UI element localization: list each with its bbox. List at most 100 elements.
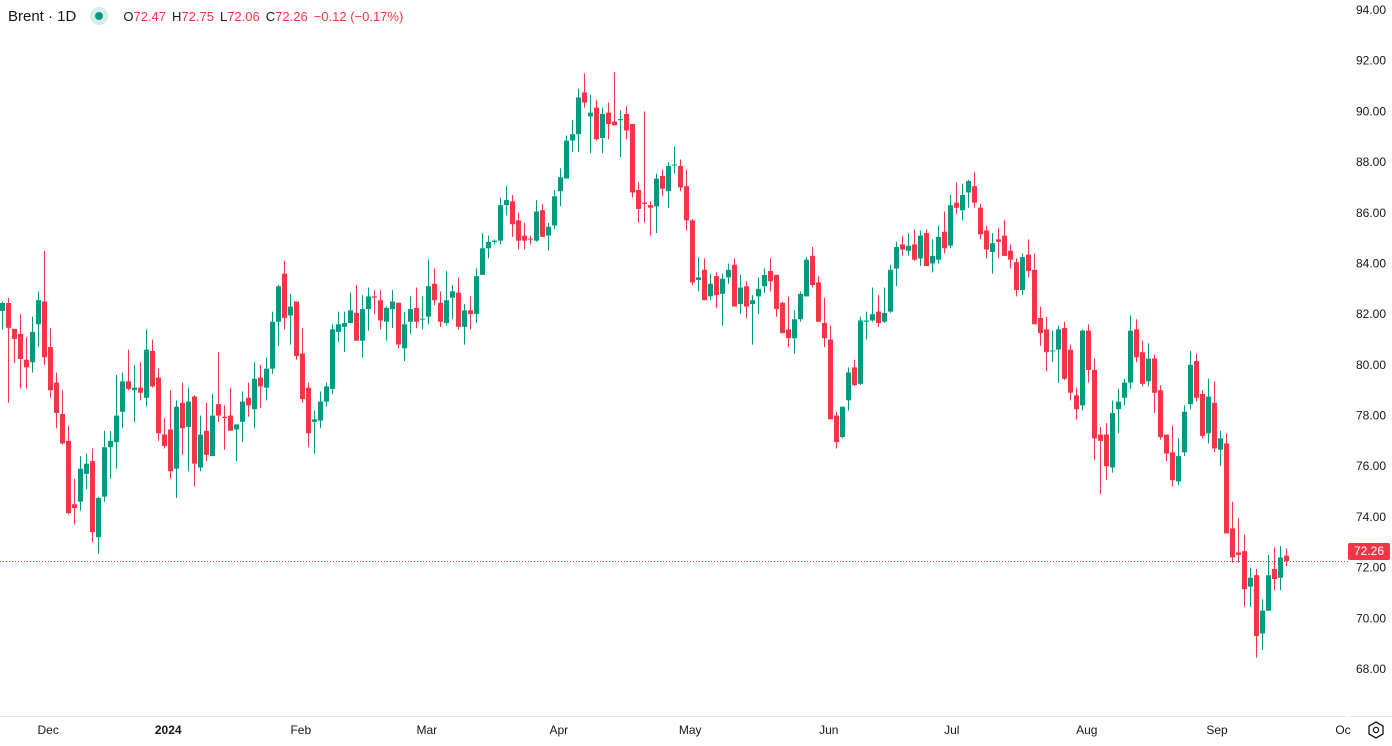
candle-body (990, 243, 995, 253)
candle-body (1176, 456, 1181, 482)
candle (1008, 244, 1013, 269)
candle-body (1224, 443, 1229, 534)
candle (1236, 518, 1241, 563)
candle (456, 277, 461, 330)
candle (714, 272, 719, 308)
candle-body (1152, 358, 1157, 393)
candle-body (276, 286, 281, 322)
candle-body (696, 277, 701, 280)
candle-body (1020, 257, 1025, 291)
price-tick-label: 70.00 (1356, 611, 1386, 625)
candle (90, 448, 95, 543)
candle (1044, 316, 1049, 372)
price-tick-label: 92.00 (1356, 54, 1386, 68)
candle (66, 425, 71, 515)
candle-body (360, 309, 365, 341)
candle (816, 276, 821, 322)
candle (618, 110, 623, 158)
candle (1182, 405, 1187, 457)
candle-body (1134, 329, 1139, 358)
candle-body (930, 255, 935, 264)
candle (1086, 324, 1091, 383)
candle (1146, 343, 1151, 387)
candle-body (240, 401, 245, 422)
candle (828, 325, 833, 420)
candle (168, 390, 173, 479)
time-axis[interactable]: Dec 2024 Feb Mar Apr May Jun Jul Aug Sep Oc (38, 723, 1351, 737)
candle (960, 183, 965, 221)
candle-body (906, 245, 911, 251)
candle (198, 415, 203, 472)
candle-body (108, 440, 113, 448)
candle (882, 287, 887, 324)
candle (936, 225, 941, 264)
candle (1116, 388, 1121, 434)
price-tick-label: 80.00 (1356, 358, 1386, 372)
candle-body (486, 241, 491, 249)
candle (408, 296, 413, 335)
change-value: −0.12 (−0.17%) (313, 8, 404, 24)
candle (36, 291, 41, 348)
candle (378, 290, 383, 330)
open-value: 72.47 (133, 8, 167, 24)
candle-body (522, 235, 527, 241)
candle-body (528, 238, 533, 240)
gear-icon[interactable] (1366, 720, 1386, 740)
candle-body (870, 314, 875, 321)
candle (630, 124, 635, 198)
candle-body (1044, 329, 1049, 353)
candle (78, 456, 83, 511)
candle-body (54, 382, 59, 414)
candle (180, 382, 185, 455)
candle-body (144, 349, 149, 398)
candle-body (948, 205, 953, 246)
candle (1050, 330, 1055, 363)
price-axis[interactable]: 68.00 70.00 72.00 74.00 76.00 78.00 80.00 82.00… (1356, 3, 1386, 676)
candle-body (1026, 254, 1031, 272)
candle (366, 287, 371, 331)
symbol-title[interactable]: Brent · 1D (8, 7, 77, 25)
time-tick-label: Aug (1076, 723, 1097, 737)
close-value: 72.26 (275, 8, 308, 24)
candle (762, 268, 767, 293)
candle (450, 285, 455, 320)
candle-body (888, 269, 893, 312)
candle-body (210, 415, 215, 457)
candle (294, 301, 299, 360)
candle-body (606, 112, 611, 125)
candle-body (924, 233, 929, 266)
candle (144, 329, 149, 407)
candle-body (984, 230, 989, 250)
candle-body (1194, 361, 1199, 398)
candle (348, 292, 353, 324)
candle (12, 328, 17, 364)
candle-body (402, 324, 407, 349)
candle-body (300, 353, 305, 400)
candle (174, 400, 179, 498)
candle (684, 169, 689, 231)
candle-body (756, 288, 761, 297)
candle (1266, 554, 1271, 611)
candle (588, 94, 593, 154)
candle-body (1086, 330, 1091, 370)
candle-body (654, 178, 659, 207)
candle-body (1110, 413, 1115, 468)
candle-body (816, 282, 821, 322)
candle (1158, 385, 1163, 440)
candle (18, 314, 23, 389)
candle-body (648, 205, 653, 208)
open-label: O (123, 8, 134, 24)
close-label: C (265, 8, 276, 24)
market-status-icon[interactable] (90, 7, 109, 25)
candle-body (198, 434, 203, 468)
candle (912, 229, 917, 261)
candle-body (840, 406, 845, 438)
candle-body (114, 415, 119, 443)
candle (702, 258, 707, 301)
candle (792, 310, 797, 354)
candle (360, 295, 365, 358)
candle (1080, 329, 1085, 411)
candle-body (1092, 369, 1097, 439)
candle-body (192, 396, 197, 464)
